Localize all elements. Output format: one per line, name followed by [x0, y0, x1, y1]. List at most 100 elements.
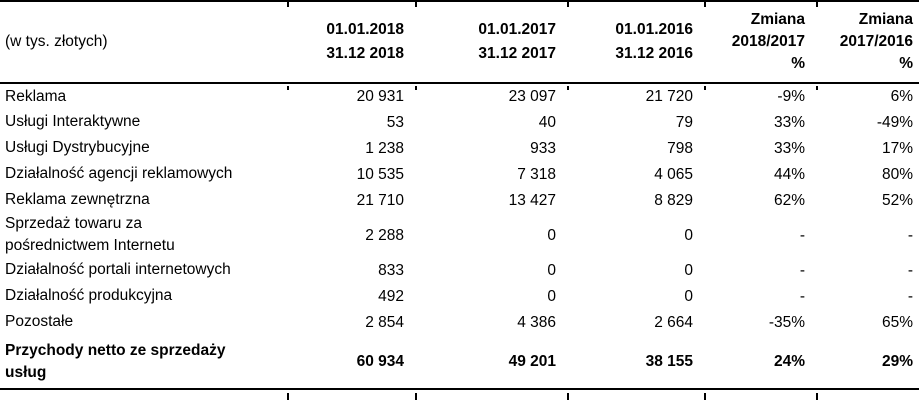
value-cell: 798 — [667, 139, 693, 157]
total-value-cell: 60 934 — [288, 335, 416, 390]
value-cell: - — [799, 226, 805, 244]
value-cell: 10 535 — [356, 165, 404, 183]
table-row: Działalność portali internetowych 833 0 … — [0, 257, 919, 283]
value-cell: 8 829 — [654, 191, 693, 209]
value-cell: - — [907, 287, 913, 305]
change-2018-2017-line2: 2018/2017 — [731, 33, 805, 50]
change-2018-2017-percent: % — [791, 55, 805, 72]
row-label: Usługi Dystrybucyjne — [5, 139, 150, 156]
period-2017-line2: 31.12 2017 — [478, 45, 556, 62]
column-tick — [816, 86, 818, 90]
column-tick — [567, 2, 569, 7]
value-cell: 52% — [881, 191, 913, 209]
value-cell: -35% — [768, 313, 805, 331]
total-value-cell: 24% — [705, 335, 817, 390]
value-cell: 79 — [675, 113, 693, 131]
value-cell: 40 — [538, 113, 556, 131]
table-row: Pozostałe 2 854 4 386 2 664 -35% 65% — [0, 309, 919, 335]
table-row: Reklama zewnętrzna 21 710 13 427 8 829 6… — [0, 187, 919, 213]
value-cell: 0 — [684, 261, 693, 279]
row-label: Reklama — [5, 87, 67, 105]
column-tick — [816, 2, 818, 7]
value-cell: 0 — [547, 287, 556, 305]
column-tick — [567, 86, 569, 90]
value-cell: 20 931 — [356, 88, 404, 105]
value-cell: -9% — [777, 88, 805, 105]
table-row: Usługi Interaktywne 53 40 79 33% -49% — [0, 109, 919, 135]
value-cell: 65% — [881, 313, 913, 331]
table-row: Usługi Dystrybucyjne 1 238 933 798 33% 1… — [0, 135, 919, 161]
value-cell: -49% — [876, 113, 913, 131]
total-row-label: Przychody netto ze sprzedaży usług — [0, 335, 288, 390]
period-2017-header: 01.01.2017 31.12 2017 — [416, 1, 568, 84]
value-cell: 6% — [890, 88, 913, 105]
value-cell: 0 — [547, 226, 556, 244]
value-cell: 23 097 — [508, 88, 556, 105]
value-cell: 2 664 — [654, 313, 693, 331]
change-2017-2016-line1: Zmiana — [858, 11, 913, 28]
table-row: Działalność produkcyjna 492 0 0 - - — [0, 283, 919, 309]
total-row: Przychody netto ze sprzedaży usług 60 93… — [0, 335, 919, 390]
value-cell: 1 238 — [365, 139, 404, 157]
header-row: (w tys. złotych) 01.01.2018 31.12 2018 0… — [0, 1, 919, 84]
change-2017-2016-percent: % — [899, 55, 913, 72]
period-2016-line2: 31.12 2016 — [615, 45, 693, 62]
value-cell: 21 720 — [645, 88, 693, 105]
value-cell: 80% — [881, 165, 913, 183]
total-value-cell: 29% — [817, 335, 919, 390]
value-cell: 44% — [773, 165, 805, 183]
period-2018-line1: 01.01.2018 — [326, 21, 404, 38]
period-2018-header: 01.01.2018 31.12 2018 — [288, 1, 416, 84]
value-cell: - — [799, 287, 805, 305]
value-cell: 4 065 — [654, 165, 693, 183]
value-cell: 833 — [378, 261, 404, 279]
value-cell: 933 — [530, 139, 556, 157]
value-cell: - — [907, 226, 913, 244]
table-row: Sprzedaż towaru za pośrednictwem Interne… — [0, 213, 919, 257]
value-cell: 0 — [547, 261, 556, 279]
row-label-text: Sprzedaż towaru za pośrednictwem Interne… — [5, 215, 175, 254]
value-cell: 17% — [881, 139, 913, 157]
value-cell: 21 710 — [356, 191, 404, 209]
table-row: Reklama 20 931 23 097 21 720 -9% 6% — [0, 83, 919, 109]
column-tick — [287, 2, 289, 7]
value-cell: 62% — [773, 191, 805, 209]
column-tick — [704, 86, 706, 90]
row-label: Działalność produkcyjna — [5, 287, 173, 304]
change-2018-2017-line1: Zmiana — [750, 11, 805, 28]
period-2016-line1: 01.01.2016 — [615, 21, 693, 38]
value-cell: - — [907, 261, 913, 279]
value-cell: 0 — [684, 287, 693, 305]
column-tick — [567, 393, 569, 400]
value-cell: 492 — [378, 287, 404, 305]
value-cell: 0 — [684, 226, 693, 244]
row-label: Reklama zewnętrzna — [5, 191, 150, 208]
column-tick — [287, 393, 289, 400]
total-row-label-text: Przychody netto ze sprzedaży usług — [5, 341, 226, 381]
value-cell: 7 318 — [517, 165, 556, 183]
period-2018-line2: 31.12 2018 — [326, 45, 404, 62]
change-2018-2017-header: Zmiana 2018/2017 % — [705, 1, 817, 84]
value-cell: 4 386 — [517, 313, 556, 331]
change-2017-2016-header: Zmiana 2017/2016 % — [817, 1, 919, 84]
column-tick — [816, 393, 818, 400]
column-tick — [704, 2, 706, 7]
period-2017-line1: 01.01.2017 — [478, 21, 556, 38]
total-value-cell: 49 201 — [416, 335, 568, 390]
row-label: Usługi Interaktywne — [5, 113, 141, 130]
change-2017-2016-line2: 2017/2016 — [839, 33, 913, 50]
unit-label: (w tys. złotych) — [0, 1, 288, 84]
row-label: Pozostałe — [5, 313, 74, 330]
column-tick — [415, 393, 417, 400]
value-cell: 33% — [773, 113, 805, 131]
period-2016-header: 01.01.2016 31.12 2016 — [568, 1, 705, 84]
column-tick — [415, 2, 417, 7]
value-cell: - — [799, 261, 805, 279]
column-tick — [415, 86, 417, 90]
value-cell: 2 854 — [365, 313, 404, 331]
row-label: Działalność portali internetowych — [5, 261, 231, 278]
value-cell: 33% — [773, 139, 805, 157]
revenue-table: (w tys. złotych) 01.01.2018 31.12 2018 0… — [0, 0, 919, 390]
value-cell: 2 288 — [365, 226, 404, 244]
